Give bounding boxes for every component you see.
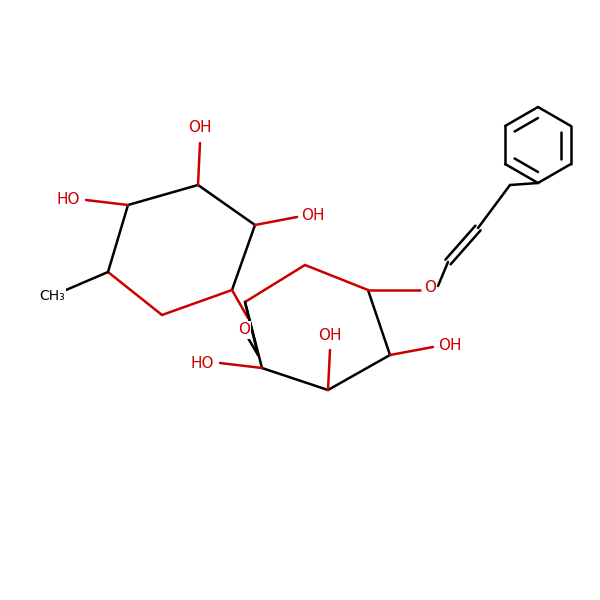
Text: HO: HO: [190, 355, 214, 370]
Text: OH: OH: [188, 121, 212, 136]
Text: O: O: [238, 323, 250, 337]
Text: OH: OH: [438, 338, 462, 353]
Text: OH: OH: [301, 208, 325, 223]
Text: CH₃: CH₃: [39, 289, 65, 303]
Text: OH: OH: [318, 328, 342, 343]
Text: HO: HO: [56, 193, 80, 208]
Text: O: O: [424, 280, 436, 295]
